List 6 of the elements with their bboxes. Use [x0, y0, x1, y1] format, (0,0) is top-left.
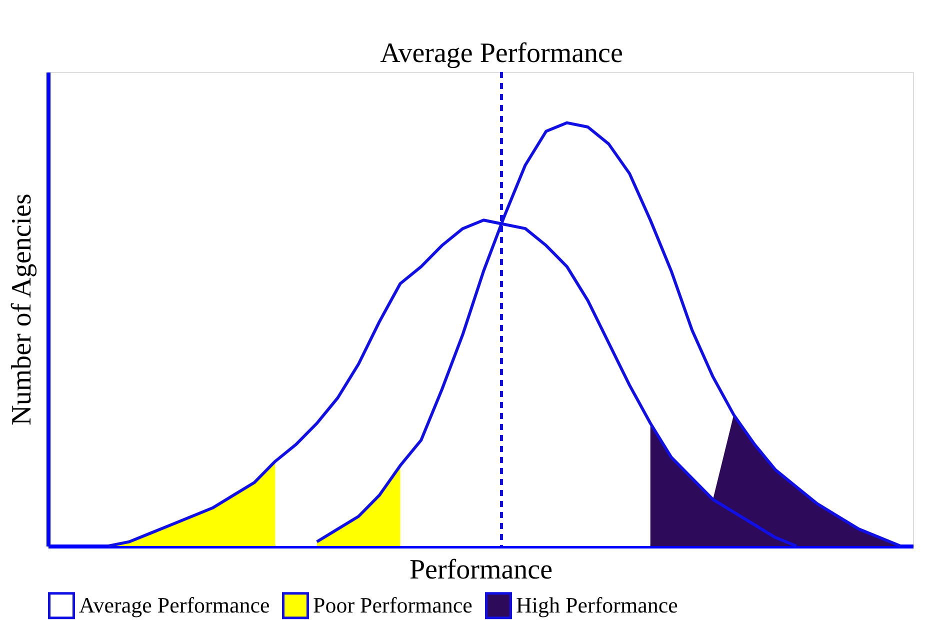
x-axis-title: Performance [409, 554, 553, 586]
text: Average Performance [79, 592, 270, 618]
y-axis-title: Number of Agencies [6, 194, 38, 426]
legend-label: Poor Performance [313, 592, 472, 618]
text: Average Performance [380, 38, 623, 69]
legend-label: High Performance [516, 592, 678, 618]
